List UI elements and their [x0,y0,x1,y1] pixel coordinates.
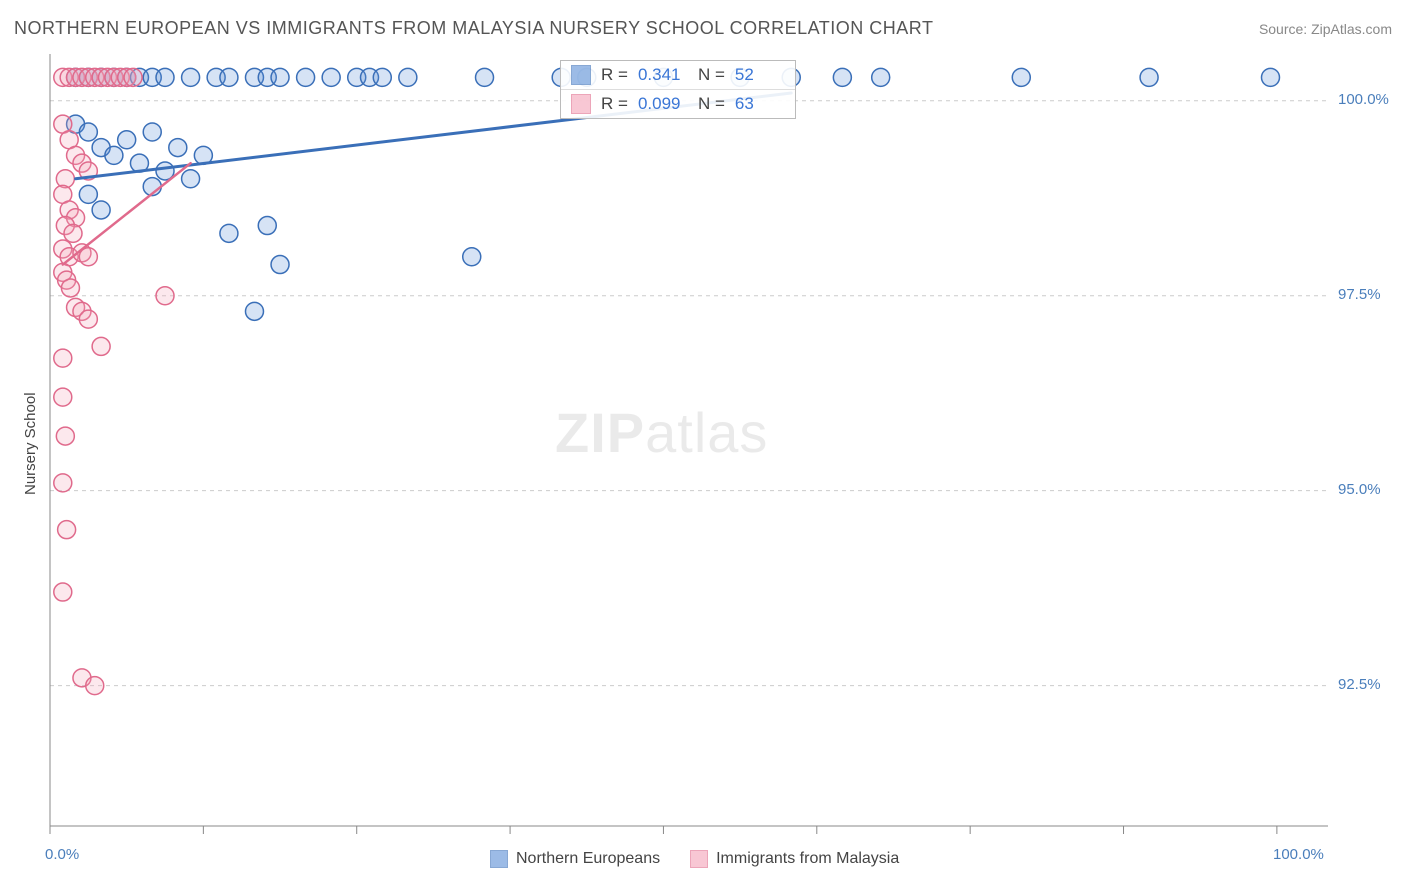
stat-r-label: R = [601,94,628,114]
scatter-point [258,217,276,235]
scatter-point [476,68,494,86]
scatter-point [399,68,417,86]
scatter-point [54,474,72,492]
legend-label: Northern Europeans [516,850,660,868]
scatter-point [79,185,97,203]
scatter-point [373,68,391,86]
scatter-point [124,68,142,86]
series-swatch [571,65,591,85]
legend-item: Immigrants from Malaysia [690,850,899,868]
x-tick-label: 100.0% [1273,846,1324,863]
scatter-point [1012,68,1030,86]
scatter-point [64,224,82,242]
scatter-point [169,139,187,157]
scatter-point [322,68,340,86]
stat-r-value: 0.341 [638,65,688,85]
scatter-point [92,337,110,355]
series-swatch [571,94,591,114]
scatter-point [220,224,238,242]
stat-n-label: N = [698,94,725,114]
scatter-point [271,68,289,86]
scatter-point [156,68,174,86]
scatter-point [143,123,161,141]
scatter-point [92,201,110,219]
scatter-point [297,68,315,86]
scatter-point [79,310,97,328]
scatter-point [105,146,123,164]
y-tick-label: 100.0% [1338,91,1389,108]
scatter-point [118,131,136,149]
scatter-point [872,68,890,86]
legend: Northern Europeans Immigrants from Malays… [490,850,899,868]
correlation-stats-box: R = 0.341 N = 52 R = 0.099 N = 63 [560,60,796,119]
legend-item: Northern Europeans [490,850,660,868]
scatter-point [220,68,238,86]
stat-n-label: N = [698,65,725,85]
legend-swatch [490,850,508,868]
scatter-point [58,521,76,539]
scatter-point [54,388,72,406]
scatter-point [1140,68,1158,86]
y-tick-label: 97.5% [1338,286,1381,303]
scatter-point [463,248,481,266]
scatter-point [833,68,851,86]
stat-n-value: 52 [735,65,785,85]
chart-container: NORTHERN EUROPEAN VS IMMIGRANTS FROM MAL… [0,0,1406,892]
scatter-point [271,256,289,274]
scatter-point [156,287,174,305]
stat-r-value: 0.099 [638,94,688,114]
scatter-point [1261,68,1279,86]
scatter-point [54,349,72,367]
scatter-point [54,583,72,601]
stats-row: R = 0.099 N = 63 [561,90,795,118]
x-tick-label: 0.0% [45,846,79,863]
stat-r-label: R = [601,65,628,85]
stat-n-value: 63 [735,94,785,114]
scatter-point [245,302,263,320]
scatter-point [182,68,200,86]
scatter-point [56,427,74,445]
legend-swatch [690,850,708,868]
stats-row: R = 0.341 N = 52 [561,61,795,90]
scatter-point [182,170,200,188]
y-axis-label: Nursery School [22,392,39,495]
chart-svg [0,0,1406,892]
scatter-point [61,279,79,297]
legend-label: Immigrants from Malaysia [716,850,899,868]
y-tick-label: 92.5% [1338,676,1381,693]
scatter-point [79,123,97,141]
y-tick-label: 95.0% [1338,481,1381,498]
scatter-point [86,677,104,695]
